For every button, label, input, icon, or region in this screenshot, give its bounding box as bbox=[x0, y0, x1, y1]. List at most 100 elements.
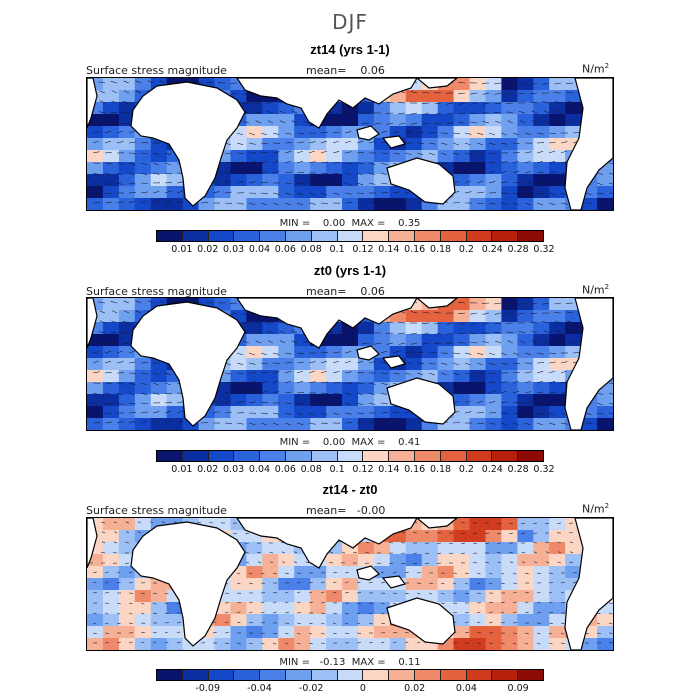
wind-stress-vector bbox=[110, 122, 118, 124]
field-cell bbox=[549, 566, 566, 579]
wind-stress-vector bbox=[260, 601, 265, 604]
wind-stress-vector bbox=[494, 102, 502, 105]
wind-stress-vector bbox=[284, 412, 292, 415]
wind-stress-vector bbox=[92, 392, 100, 395]
wind-stress-vector bbox=[452, 352, 460, 355]
field-cell bbox=[278, 358, 295, 371]
wind-stress-vector bbox=[104, 192, 112, 194]
landmass bbox=[416, 298, 458, 309]
wind-stress-vector bbox=[242, 102, 250, 105]
wind-stress-vector bbox=[140, 612, 145, 615]
wind-stress-vector bbox=[272, 380, 279, 384]
wind-stress-vector bbox=[329, 562, 334, 564]
wind-stress-vector bbox=[279, 110, 286, 114]
wind-stress-vector bbox=[308, 642, 313, 645]
wind-stress-vector bbox=[248, 422, 256, 425]
wind-stress-vector bbox=[410, 332, 418, 335]
field-cell bbox=[485, 102, 502, 115]
wind-stress-vector bbox=[164, 602, 169, 605]
wind-stress-vector bbox=[116, 421, 124, 424]
wind-stress-vector bbox=[332, 151, 340, 154]
wind-stress-vector bbox=[545, 541, 550, 544]
wind-stress-vector bbox=[326, 121, 334, 124]
field-cell bbox=[453, 310, 471, 323]
wind-stress-vector bbox=[284, 380, 291, 384]
wind-stress-vector bbox=[140, 200, 147, 204]
field-cell bbox=[150, 186, 168, 199]
colorbar-swatch bbox=[234, 670, 261, 680]
panel-1-label: Surface stress magnitude bbox=[86, 64, 227, 77]
field-cell bbox=[501, 530, 518, 543]
wind-stress-vector bbox=[260, 572, 265, 575]
field-cell bbox=[326, 566, 343, 579]
wind-stress-vector bbox=[608, 622, 613, 625]
field-cell bbox=[469, 334, 486, 347]
wind-stress-vector bbox=[440, 372, 447, 376]
wind-stress-vector bbox=[128, 152, 136, 154]
field-cell bbox=[262, 198, 279, 210]
wind-stress-vector bbox=[356, 360, 364, 364]
colorbar-swatch bbox=[182, 451, 209, 461]
wind-stress-vector bbox=[512, 632, 517, 634]
wind-stress-vector bbox=[572, 581, 577, 584]
field-cell bbox=[533, 566, 550, 579]
field-cell bbox=[262, 126, 279, 139]
wind-stress-vector bbox=[224, 202, 232, 204]
field-cell bbox=[469, 322, 486, 335]
wind-stress-vector bbox=[140, 420, 147, 424]
wind-stress-vector bbox=[560, 422, 568, 425]
wind-stress-vector bbox=[518, 82, 526, 85]
field-cell bbox=[549, 530, 566, 543]
landmass bbox=[130, 521, 246, 647]
field-cell bbox=[246, 382, 263, 395]
wind-stress-vector bbox=[296, 192, 303, 196]
wind-stress-vector bbox=[531, 340, 538, 344]
field-cell bbox=[517, 626, 534, 639]
wind-stress-vector bbox=[500, 582, 505, 585]
wind-stress-vector bbox=[194, 301, 202, 304]
field-cell bbox=[214, 418, 231, 430]
wind-stress-vector bbox=[567, 320, 574, 324]
field-cell bbox=[533, 554, 550, 567]
wind-stress-vector bbox=[440, 142, 448, 145]
field-cell bbox=[118, 394, 136, 407]
wind-stress-vector bbox=[449, 542, 454, 545]
colorbar-swatch bbox=[337, 451, 364, 461]
wind-stress-vector bbox=[92, 592, 97, 594]
wind-stress-vector bbox=[536, 572, 541, 574]
wind-stress-vector bbox=[320, 381, 328, 384]
field-cell bbox=[517, 590, 534, 603]
field-cell bbox=[549, 90, 566, 103]
wind-stress-vector bbox=[425, 562, 430, 564]
wind-stress-vector bbox=[164, 420, 172, 424]
field-cell bbox=[453, 614, 471, 627]
wind-stress-vector bbox=[104, 201, 112, 204]
wind-stress-vector bbox=[248, 142, 256, 145]
field-cell bbox=[405, 138, 423, 151]
panel-1-units: N/m2 bbox=[582, 62, 610, 76]
wind-stress-vector bbox=[209, 522, 214, 524]
wind-stress-vector bbox=[140, 182, 148, 184]
wind-stress-vector bbox=[518, 302, 526, 305]
wind-stress-vector bbox=[392, 641, 397, 644]
wind-stress-vector bbox=[248, 582, 253, 585]
field-cell bbox=[389, 418, 407, 430]
wind-stress-vector bbox=[344, 412, 352, 415]
wind-stress-vector bbox=[555, 120, 562, 124]
field-cell bbox=[389, 542, 407, 555]
wind-stress-vector bbox=[536, 612, 541, 614]
wind-stress-vector bbox=[548, 141, 556, 144]
wind-stress-vector bbox=[236, 602, 241, 604]
wind-stress-vector bbox=[440, 382, 448, 385]
field-cell bbox=[437, 90, 455, 103]
field-cell bbox=[517, 162, 534, 175]
field-cell bbox=[214, 298, 231, 311]
wind-stress-vector bbox=[224, 411, 232, 414]
wind-stress-vector bbox=[164, 392, 172, 395]
wind-stress-vector bbox=[608, 422, 613, 424]
landmass bbox=[416, 78, 458, 89]
wind-stress-vector bbox=[512, 601, 517, 604]
field-cell bbox=[469, 394, 486, 407]
wind-stress-vector bbox=[320, 622, 325, 625]
wind-stress-vector bbox=[303, 120, 310, 124]
